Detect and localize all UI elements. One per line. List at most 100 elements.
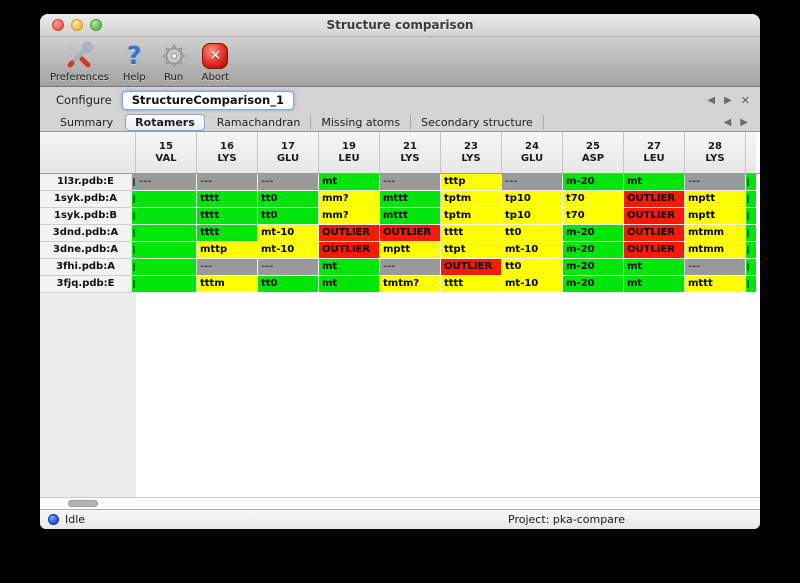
rotamer-cell[interactable]: OUTLIER (380, 225, 441, 242)
column-header-19[interactable]: 19 LEU (319, 132, 380, 173)
rotamer-cell[interactable]: --- (502, 174, 563, 191)
close-window-button[interactable] (52, 19, 64, 31)
zoom-window-button[interactable] (90, 19, 102, 31)
rotamer-cell[interactable]: tp10 (502, 208, 563, 225)
horizontal-scrollbar[interactable] (40, 497, 760, 509)
row-label[interactable]: 3fjq.pdb:E (40, 276, 132, 293)
rotamer-cell[interactable]: tttt (441, 225, 502, 242)
rotamer-cell[interactable]: mt-10 (502, 276, 563, 293)
rotamer-cell[interactable]: --- (197, 259, 258, 276)
rotamer-cell[interactable]: tttt (197, 208, 258, 225)
column-header-27[interactable]: 27 LEU (624, 132, 685, 173)
rotamer-cell[interactable]: mptt (685, 208, 746, 225)
rotamer-cell[interactable]: --- (258, 174, 319, 191)
rotamer-cell[interactable] (136, 276, 197, 293)
row-label[interactable]: 1syk.pdb:B (40, 208, 132, 225)
config-close-icon[interactable]: ✕ (740, 93, 750, 107)
horizontal-scrollbar-thumb[interactable] (68, 500, 98, 507)
rotamer-cell[interactable]: OUTLIER (441, 259, 502, 276)
rotamer-cell[interactable]: tttm (197, 276, 258, 293)
rotamer-cell[interactable]: mtmm (685, 225, 746, 242)
abort-button[interactable]: ✕ Abort (202, 41, 229, 83)
config-back-icon[interactable]: ◀ (707, 94, 716, 106)
tabs-scroll-left-icon[interactable]: ◀ (723, 116, 732, 128)
rotamer-cell[interactable]: tt0 (258, 276, 319, 293)
rotamer-cell[interactable]: tp10 (502, 191, 563, 208)
rotamer-cell[interactable]: mm? (319, 208, 380, 225)
column-header-25[interactable]: 25 ASP (563, 132, 624, 173)
tab-missing-atoms[interactable]: Missing atoms (311, 114, 412, 130)
rotamer-cell[interactable]: mptt (685, 191, 746, 208)
rotamer-cell[interactable]: mt (624, 174, 685, 191)
rotamer-cell[interactable]: tt0 (502, 259, 563, 276)
rotamer-cell[interactable]: mtmm (685, 242, 746, 259)
rotamer-cell[interactable]: m-20 (563, 259, 624, 276)
rotamer-cell[interactable]: mt (319, 276, 380, 293)
rotamer-cell[interactable]: mt-10 (258, 242, 319, 259)
column-header-28[interactable]: 28 LYS (685, 132, 746, 173)
rotamer-cell[interactable]: ttpt (441, 242, 502, 259)
rotamer-cell[interactable]: mt (319, 259, 380, 276)
row-label[interactable]: 3dne.pdb:A (40, 242, 132, 259)
column-header-17[interactable]: 17 GLU (258, 132, 319, 173)
row-label[interactable]: 3fhi.pdb:A (40, 259, 132, 276)
rotamer-cell[interactable]: OUTLIER (319, 242, 380, 259)
rotamer-cell[interactable]: tt0 (258, 191, 319, 208)
rotamer-cell[interactable]: mttt (380, 208, 441, 225)
column-header-23[interactable]: 23 LYS (441, 132, 502, 173)
tab-ramachandran[interactable]: Ramachandran (207, 114, 312, 130)
rotamer-cell[interactable]: m-20 (563, 276, 624, 293)
configuration-selector[interactable]: StructureComparison_1 (121, 90, 294, 110)
rotamer-cell[interactable]: OUTLIER (624, 225, 685, 242)
rotamer-cell[interactable]: tptm (441, 191, 502, 208)
column-header-21[interactable]: 21 LYS (380, 132, 441, 173)
help-button[interactable]: ? Help (123, 41, 146, 84)
rotamer-cell[interactable]: --- (197, 174, 258, 191)
tabs-scroll-right-icon[interactable]: ▶ (740, 116, 748, 128)
rotamer-cell[interactable]: mt (319, 174, 380, 191)
tab-rotamers[interactable]: Rotamers (125, 113, 205, 131)
row-label[interactable]: 1l3r.pdb:E (40, 174, 132, 191)
rotamer-cell[interactable]: mt-10 (502, 242, 563, 259)
rotamer-cell[interactable]: mttt (380, 191, 441, 208)
rotamer-cell[interactable]: mm? (319, 191, 380, 208)
rotamer-cell[interactable]: mt-10 (258, 225, 319, 242)
rotamer-cell[interactable]: mt (624, 259, 685, 276)
minimize-window-button[interactable] (71, 19, 83, 31)
rotamer-cell[interactable]: --- (380, 174, 441, 191)
row-label[interactable]: 3dnd.pdb:A (40, 225, 132, 242)
rotamer-cell[interactable]: m-20 (563, 174, 624, 191)
rotamer-cell[interactable]: tt0 (502, 225, 563, 242)
run-button[interactable]: Run (160, 41, 188, 83)
column-header-24[interactable]: 24 GLU (502, 132, 563, 173)
rotamer-cell[interactable]: --- (685, 174, 746, 191)
rotamer-cell[interactable] (136, 259, 197, 276)
rotamer-cell[interactable]: tttp (441, 174, 502, 191)
column-header-16[interactable]: 16 LYS (197, 132, 258, 173)
column-header-15[interactable]: 15 VAL (136, 132, 197, 173)
rotamer-cell[interactable]: tptm (441, 208, 502, 225)
row-label[interactable]: 1syk.pdb:A (40, 191, 132, 208)
rotamer-cell[interactable]: OUTLIER (624, 208, 685, 225)
rotamer-cell[interactable]: tttt (197, 191, 258, 208)
rotamer-cell[interactable]: m-20 (563, 242, 624, 259)
rotamer-cell[interactable]: mttp (197, 242, 258, 259)
rotamer-cell[interactable]: tmtm? (380, 276, 441, 293)
rotamer-cell[interactable]: OUTLIER (319, 225, 380, 242)
rotamer-cell[interactable]: m-20 (563, 225, 624, 242)
rotamer-cell[interactable]: mptt (380, 242, 441, 259)
rotamer-cell[interactable]: OUTLIER (624, 242, 685, 259)
rotamer-cell[interactable] (136, 242, 197, 259)
rotamer-cell[interactable]: mttt (685, 276, 746, 293)
rotamer-cell[interactable]: --- (258, 259, 319, 276)
config-forward-icon[interactable]: ▶ (724, 94, 732, 106)
rotamer-cell[interactable] (136, 225, 197, 242)
rotamer-cell[interactable] (136, 208, 197, 225)
rotamer-cell[interactable]: --- (136, 174, 197, 191)
rotamer-cell[interactable]: mt (624, 276, 685, 293)
rotamer-cell[interactable]: t70 (563, 191, 624, 208)
rotamer-cell[interactable]: tttt (441, 276, 502, 293)
rotamer-cell[interactable]: --- (380, 259, 441, 276)
preferences-button[interactable]: Preferences (50, 41, 109, 83)
rotamer-cell[interactable]: --- (685, 259, 746, 276)
